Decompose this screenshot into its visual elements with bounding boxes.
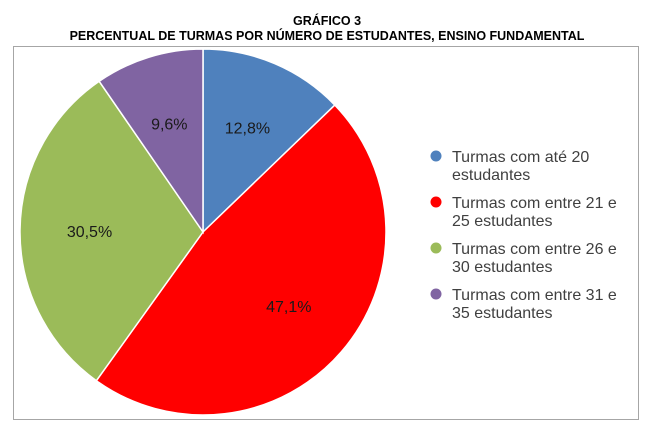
pie-slice-3 [19, 80, 204, 382]
legend-item-2: Turmas com entre 21 e 25 estudantes [430, 195, 617, 230]
pie-slice-1 [202, 48, 336, 234]
chart-title: PERCENTUAL DE TURMAS POR NÚMERO DE ESTUD… [69, 29, 585, 43]
slice-value-label-4: 9,6% [151, 117, 187, 134]
pie-slices [19, 48, 387, 416]
slice-value-label-1: 12,8% [225, 121, 270, 138]
legend-marker-1 [430, 150, 442, 162]
legend: Turmas com até 20 estudantes Turmas com en… [430, 149, 617, 322]
legend-label-4: Turmas com entre 31 e 35 estudantes [452, 287, 617, 322]
slice-value-label-2: 47,1% [266, 299, 311, 316]
legend-item-3: Turmas com entre 26 e 30 estudantes [430, 241, 617, 276]
legend-label-3: Turmas com entre 26 e 30 estudantes [452, 241, 617, 276]
legend-marker-2 [430, 196, 442, 208]
chart-heading: GRÁFICO 3 PERCENTUAL DE TURMAS POR NÚMER… [0, 14, 654, 44]
legend-marker-4 [430, 288, 442, 300]
chart-number: GRÁFICO 3 [292, 14, 362, 28]
slice-value-label-3: 30,5% [67, 224, 112, 241]
legend-label-1: Turmas com até 20 estudantes [452, 149, 589, 184]
pie-slice-2 [95, 103, 387, 416]
legend-item-1: Turmas com até 20 estudantes [430, 149, 589, 184]
slice-labels: 12,8% 47,1% 30,5% 9,6% [67, 117, 312, 317]
legend-item-4: Turmas com entre 31 e 35 estudantes [430, 287, 617, 322]
pie-slice-4 [98, 48, 204, 235]
legend-marker-3 [430, 242, 442, 254]
legend-label-2: Turmas com entre 21 e 25 estudantes [452, 195, 617, 230]
